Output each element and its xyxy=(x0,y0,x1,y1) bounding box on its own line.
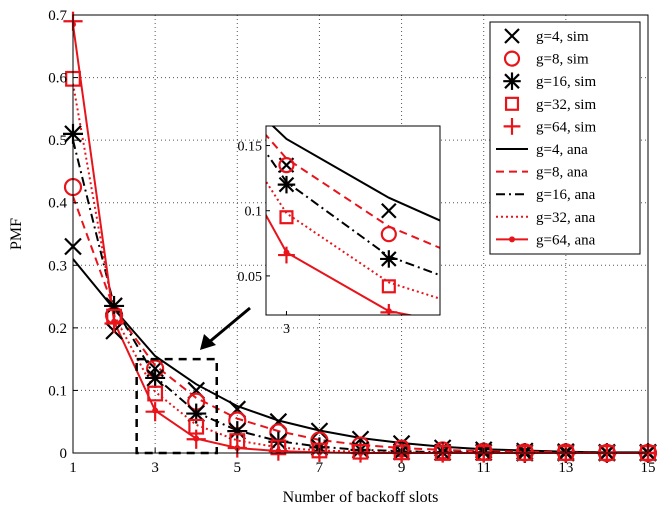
inset-point xyxy=(380,226,397,243)
main-point xyxy=(310,422,329,440)
x-tick-label: 11 xyxy=(476,460,490,476)
legend-item: g=32, ana xyxy=(496,210,596,226)
zoom-arrow xyxy=(200,306,251,350)
inset-point xyxy=(381,202,397,219)
legend-marker xyxy=(503,72,521,90)
x-axis-ticks: 1 3 5 7 9 11 13 15 xyxy=(69,448,656,476)
zoom-region-box xyxy=(135,357,219,455)
x-tick-label: 3 xyxy=(151,460,159,476)
inset-frame xyxy=(265,125,441,316)
x-tick-label: 1 xyxy=(69,460,77,476)
main-point xyxy=(145,367,166,388)
inset-point xyxy=(277,175,296,194)
main-point xyxy=(104,313,124,334)
inset-point xyxy=(278,157,295,174)
inset-y-tick-label: 0.05 xyxy=(238,270,263,285)
x-tick-label: 9 xyxy=(398,460,406,476)
legend-item: g=32, sim xyxy=(504,96,596,113)
legend-item: g=64, sim xyxy=(503,118,596,135)
main-point xyxy=(268,441,288,461)
main-plot-frame xyxy=(72,14,649,454)
y-tick-label: 0 xyxy=(60,446,68,462)
x-tick-label: 5 xyxy=(234,460,242,476)
y-axis-label: PMF xyxy=(8,218,25,250)
legend-label: g=64, sim xyxy=(536,119,596,135)
legend-marker xyxy=(503,50,521,67)
y-tick-label: 0.2 xyxy=(48,321,67,337)
legend-item: g=4, ana xyxy=(496,142,588,158)
legend-label: g=4, ana xyxy=(536,142,588,158)
legend-label: g=16, ana xyxy=(536,187,596,203)
inset-series-g-32-sim xyxy=(279,210,396,294)
main-point xyxy=(227,438,247,458)
inset-series-g-8-sim xyxy=(278,157,397,243)
inset-plot: 0.05 0.1 0.15 3 xyxy=(238,125,441,337)
inset-y-tick-label: 0.1 xyxy=(245,205,263,220)
inset-series-g-4-ana xyxy=(271,126,440,222)
inset-line xyxy=(271,126,440,222)
y-tick-label: 0.4 xyxy=(48,196,67,212)
legend-label: g=32, sim xyxy=(536,97,596,113)
legend-marker xyxy=(503,118,521,135)
inset-series-g-16-sim xyxy=(277,175,398,268)
legend-label: g=8, ana xyxy=(536,165,588,181)
y-tick-label: 0.7 xyxy=(48,8,67,24)
legend-label: g=16, sim xyxy=(536,74,596,90)
legend-item: g=16, sim xyxy=(503,72,596,90)
y-tick-label: 0.3 xyxy=(48,258,67,274)
main-point xyxy=(145,402,165,422)
legend-label: g=32, ana xyxy=(536,210,596,226)
legend-item: g=64, ana xyxy=(496,232,596,248)
y-axis-ticks: 0 0.1 0.2 0.3 0.4 0.5 0.6 0.7 xyxy=(48,8,78,462)
inset-point xyxy=(380,303,398,315)
inset-y-tick-label: 0.15 xyxy=(238,140,263,155)
legend-marker xyxy=(504,96,520,111)
x-axis-label: Number of backoff slots xyxy=(283,489,439,506)
x-tick-label: 7 xyxy=(316,460,324,476)
inset-point xyxy=(381,279,396,294)
main-point xyxy=(147,385,164,402)
legend-box xyxy=(489,21,641,255)
legend-marker xyxy=(504,28,520,44)
y-tick-label: 0.6 xyxy=(48,71,67,87)
main-point xyxy=(186,429,206,449)
inset-x-tick-label: 3 xyxy=(283,322,290,337)
legend-item: g=16, ana xyxy=(496,187,596,203)
legend-label: g=8, sim xyxy=(536,52,589,68)
y-tick-label: 0.5 xyxy=(48,133,67,149)
main-point xyxy=(227,421,248,442)
legend-item: g=8, ana xyxy=(496,165,588,181)
inset-point xyxy=(278,246,295,264)
x-tick-label: 13 xyxy=(558,460,573,476)
legend-item: g=4, sim xyxy=(504,28,589,45)
main-point xyxy=(104,295,125,316)
inset-background xyxy=(266,126,440,315)
x-tick-label: 15 xyxy=(641,460,656,476)
y-tick-label: 0.1 xyxy=(48,383,67,399)
inset-point xyxy=(279,210,294,225)
legend-item: g=8, sim xyxy=(503,50,589,68)
inset-line xyxy=(266,213,415,315)
inset-point xyxy=(380,250,398,268)
legend-label: g=64, ana xyxy=(536,232,596,248)
inset-series-g-64-sim xyxy=(278,246,398,315)
legend: g=4, sim g=8, sim g=16, sim g=32, sim g=64, … xyxy=(489,21,641,255)
legend-dot xyxy=(509,236,515,243)
legend-label: g=4, sim xyxy=(536,29,589,45)
